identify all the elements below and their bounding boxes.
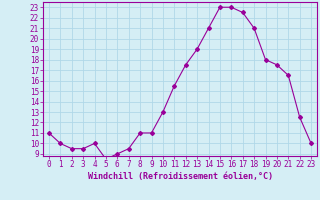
X-axis label: Windchill (Refroidissement éolien,°C): Windchill (Refroidissement éolien,°C) bbox=[87, 172, 273, 181]
